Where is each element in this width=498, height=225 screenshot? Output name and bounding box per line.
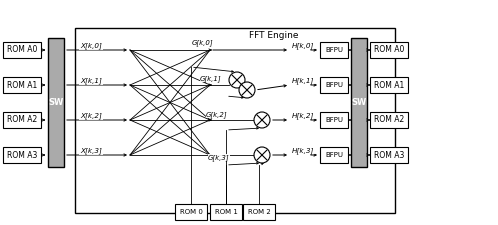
Text: G[k,2]: G[k,2] — [206, 111, 228, 118]
Text: ROM A3: ROM A3 — [374, 151, 404, 160]
Text: ROM A2: ROM A2 — [7, 115, 37, 124]
Bar — [351, 38, 367, 167]
Text: ROM 1: ROM 1 — [215, 209, 238, 215]
Text: ROM 0: ROM 0 — [180, 209, 203, 215]
Bar — [75, 28, 395, 213]
Bar — [3, 77, 41, 93]
Text: ROM A0: ROM A0 — [374, 45, 404, 54]
Circle shape — [239, 82, 255, 98]
Text: ROM A2: ROM A2 — [374, 115, 404, 124]
Text: G[k,0]: G[k,0] — [192, 39, 214, 46]
Text: ROM A3: ROM A3 — [7, 151, 37, 160]
Text: G[k,3]: G[k,3] — [208, 154, 230, 161]
Bar — [320, 42, 348, 58]
Bar — [320, 77, 348, 93]
Text: ROM A1: ROM A1 — [7, 81, 37, 90]
Text: X[k,1]: X[k,1] — [80, 77, 102, 84]
Bar — [3, 112, 41, 128]
Bar — [210, 204, 242, 220]
Text: BFPU: BFPU — [325, 117, 343, 123]
Bar — [320, 147, 348, 163]
Bar — [175, 204, 207, 220]
Circle shape — [254, 112, 270, 128]
Circle shape — [254, 147, 270, 163]
Text: SW: SW — [352, 98, 367, 107]
Text: BFPU: BFPU — [325, 152, 343, 158]
Bar — [3, 42, 41, 58]
Text: SW: SW — [48, 98, 64, 107]
Bar — [370, 42, 408, 58]
Text: H[k,2]: H[k,2] — [292, 112, 314, 119]
Text: FFT Engine: FFT Engine — [249, 31, 298, 40]
Text: X[k,3]: X[k,3] — [80, 147, 102, 154]
Text: X[k,0]: X[k,0] — [80, 42, 102, 49]
Text: G[k,1]: G[k,1] — [200, 75, 222, 82]
Bar — [3, 147, 41, 163]
Bar — [243, 204, 275, 220]
Circle shape — [229, 72, 245, 88]
Text: BFPU: BFPU — [325, 82, 343, 88]
Text: H[k,1]: H[k,1] — [292, 77, 314, 84]
Text: ROM 2: ROM 2 — [248, 209, 270, 215]
Bar — [370, 147, 408, 163]
Text: H[k,3]: H[k,3] — [292, 147, 314, 154]
Text: ROM A0: ROM A0 — [7, 45, 37, 54]
Bar — [370, 77, 408, 93]
Text: H[k,0]: H[k,0] — [292, 42, 314, 49]
Text: BFPU: BFPU — [325, 47, 343, 53]
Bar — [320, 112, 348, 128]
Text: ROM A1: ROM A1 — [374, 81, 404, 90]
Bar — [370, 112, 408, 128]
Text: X[k,2]: X[k,2] — [80, 112, 102, 119]
Bar — [48, 38, 64, 167]
